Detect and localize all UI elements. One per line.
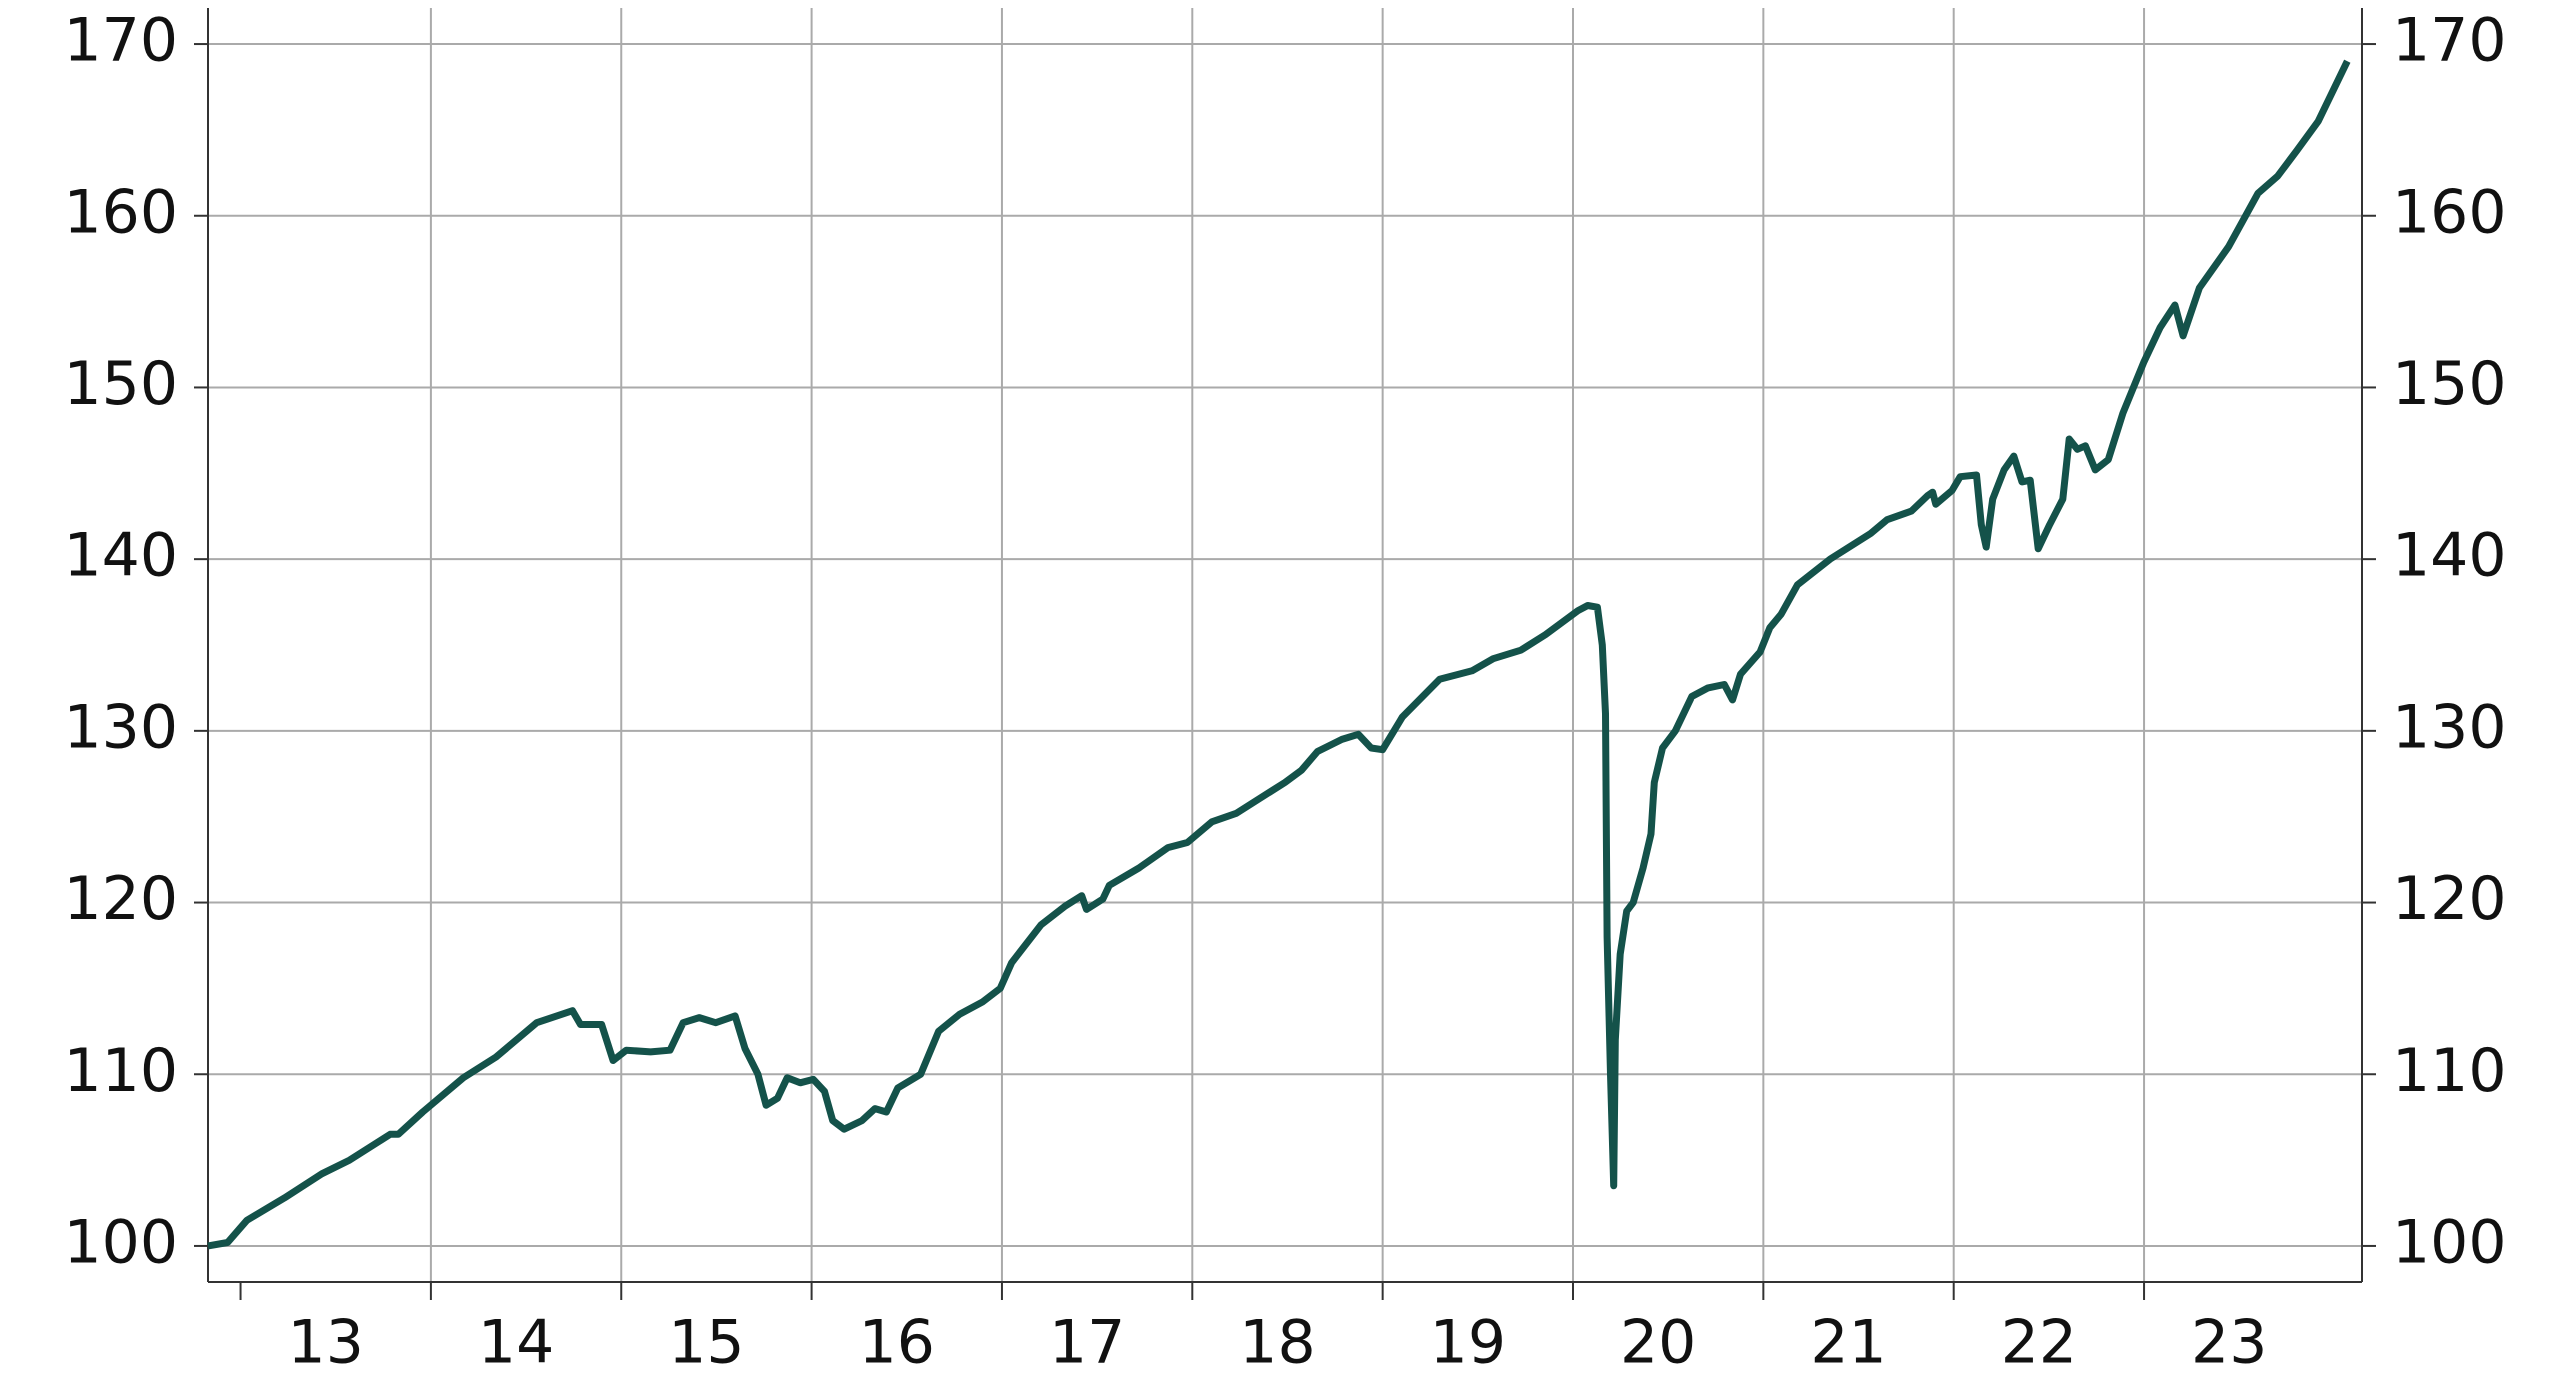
- y-tick-label: 130: [63, 692, 178, 762]
- x-tick-label: 13: [288, 1308, 364, 1377]
- y2-tick-label: 110: [2392, 1036, 2507, 1106]
- y-tick-label: 110: [63, 1036, 178, 1106]
- x-tick-label: 17: [1049, 1308, 1125, 1377]
- y-tick-label: 150: [63, 349, 178, 419]
- x-tick-label: 18: [1239, 1308, 1315, 1377]
- y-tick-label: 170: [63, 6, 178, 76]
- y2-tick-label: 100: [2392, 1208, 2507, 1278]
- y2-tick-label: 150: [2392, 349, 2507, 419]
- x-tick-label: 15: [668, 1308, 744, 1377]
- y2-tick-label: 160: [2392, 177, 2507, 247]
- y2-tick-label: 140: [2392, 521, 2507, 591]
- line: [207, 59, 2351, 1250]
- y-tick-label: 100: [63, 1208, 178, 1278]
- x-tick-label: 19: [1430, 1308, 1506, 1377]
- x-tick-label: 22: [2001, 1308, 2077, 1377]
- y-tick-label: 160: [63, 177, 178, 247]
- x-tick-label: 23: [2191, 1308, 2267, 1377]
- y2-tick-label: 170: [2392, 6, 2507, 76]
- y2-tick-label: 120: [2392, 864, 2507, 934]
- x-tick-label: 16: [859, 1308, 935, 1377]
- y-tick-label: 120: [63, 864, 178, 934]
- x-tick-label: 21: [1810, 1308, 1886, 1377]
- y2-tick-label: 130: [2392, 692, 2507, 762]
- x-tick-label: 14: [478, 1308, 554, 1377]
- y-tick-label: 140: [63, 521, 178, 591]
- x-tick-label: 20: [1620, 1308, 1696, 1377]
